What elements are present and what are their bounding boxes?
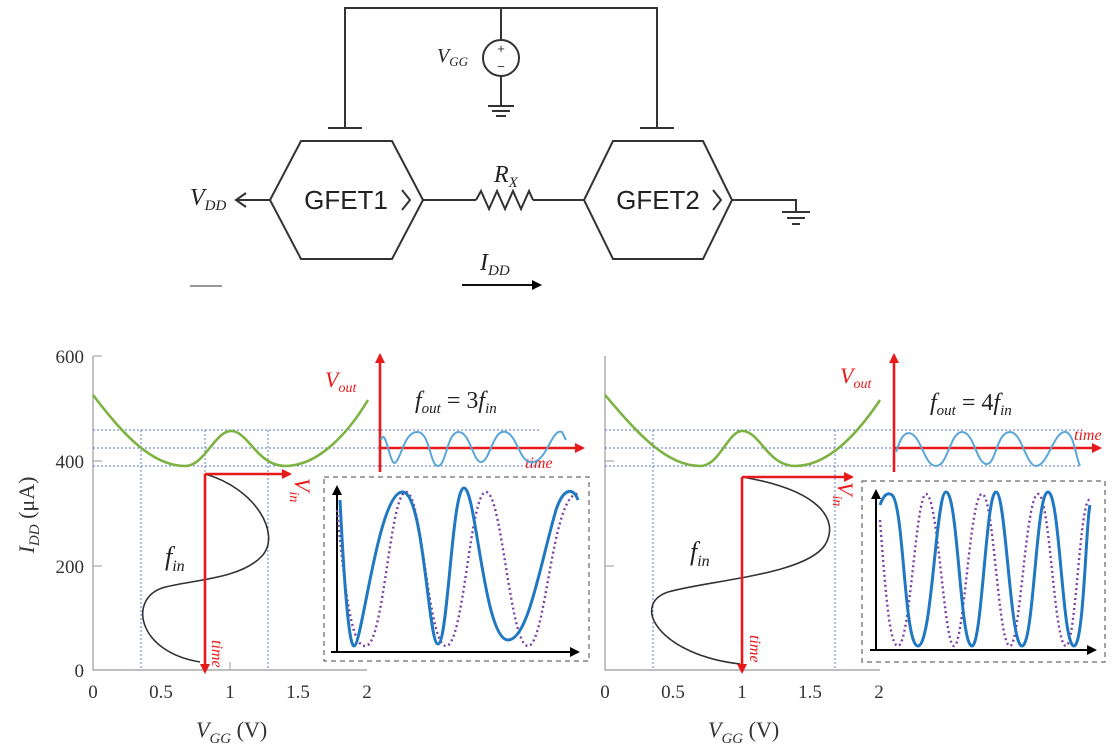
vgg-label: VGG [437,45,469,69]
ylabel: IDD (μA) [14,477,43,555]
circuit-schematic [234,7,810,260]
output-wave-right [895,430,1081,468]
resistor-rx [475,188,534,212]
vgg-minus: − [497,59,505,74]
ytick-0: 0 [75,661,85,682]
time-label-input-right: time [746,635,763,663]
xtick-0.5-right: 0.5 [661,682,685,703]
time-label-output-right: time [1074,427,1102,444]
input-sine-right [650,476,831,665]
idd-label: IDD [479,250,510,279]
inset-dotted-right [878,492,1092,648]
ytick-600: 600 [56,347,85,368]
xtick-1-right: 1 [737,682,747,703]
xtick-0-right: 0 [600,682,610,703]
plot-left-axes [92,356,367,671]
guide-lines-left [93,429,540,670]
relation-left: fout = 3fin [415,388,497,417]
transfer-curve-left [91,394,370,468]
transfer-curve-right [604,394,882,468]
xlabel-left: VGG (V) [196,717,267,747]
input-sine-left [141,473,270,663]
vgg-plus: + [497,41,505,56]
fin-label-right: fin [690,537,710,570]
relation-right: fout = 4fin [930,390,1012,419]
vout-label-left: Vout [325,367,357,396]
gfet1-label: GFET1 [304,185,388,215]
inset-solid-right [878,490,1092,648]
ground-symbol-drain [782,211,810,225]
inset-solid-left [338,486,580,648]
ground-symbol-source [488,105,514,117]
xtick-2-right: 2 [874,682,884,703]
guide-lines-right [605,429,1080,670]
inset-box-right [861,480,1106,663]
time-label-output-left: time [525,455,553,472]
xtick-1: 1 [225,682,235,703]
vdd-label: VDD [190,185,227,214]
output-wave-left [380,430,567,468]
plot-left: 600 400 200 0 0 0.5 1 1.5 2 IDD (μA) VGG… [14,347,590,747]
vout-label-right: Vout [840,363,872,392]
xtick-1.5: 1.5 [286,682,310,703]
vin-label-right: Vin [829,482,858,506]
xlabel-right: VGG (V) [708,717,779,747]
gfet2-label: GFET2 [616,185,700,215]
xtick-1.5-right: 1.5 [798,682,822,703]
vin-label-left: Vin [286,478,315,502]
ytick-400: 400 [56,452,85,473]
xtick-0.5: 0.5 [149,682,173,703]
rx-label: RX [493,162,519,191]
xtick-0: 0 [88,682,98,703]
xtick-2: 2 [362,682,372,703]
time-label-input-left: time [208,640,225,668]
plot-right: 0 0.5 1 1.5 2 VGG (V) Vin time fin Vout … [600,353,1106,747]
fin-label-left: fin [165,542,185,575]
inset-box-left [323,476,590,662]
ytick-200: 200 [56,557,85,578]
